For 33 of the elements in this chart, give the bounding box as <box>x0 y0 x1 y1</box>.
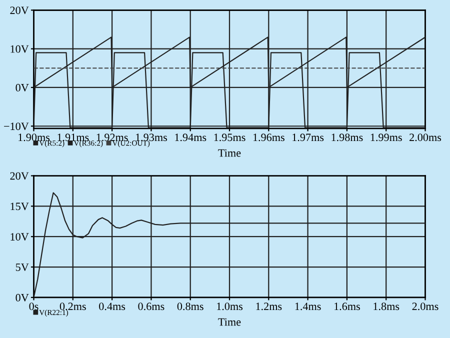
y-tick-label: −10V <box>4 122 29 130</box>
x-tick-label: 0.8ms <box>177 302 204 310</box>
y-tick-label: 15V <box>10 202 29 210</box>
x-tick-label: 1.92ms <box>96 134 128 142</box>
x-tick-label: 0.2ms <box>60 302 86 310</box>
y-tick-label: 5V <box>16 264 29 272</box>
x-tick-label: 0.6ms <box>138 302 164 310</box>
x-tick-label: 1.2ms <box>256 302 282 310</box>
x-tick-label: 1.97ms <box>292 134 324 142</box>
x-axis-title: Time <box>218 318 241 326</box>
x-tick-label: 0.4ms <box>99 302 126 310</box>
x-tick-label: 1.96ms <box>253 134 284 142</box>
x-tick-label: 1.0ms <box>217 302 243 310</box>
y-tick-label: 20V <box>10 172 29 180</box>
x-tick-label: 1.4ms <box>295 302 321 310</box>
x-tick-label: 2.0ms <box>412 302 438 310</box>
y-tick-label: 0V <box>16 294 29 302</box>
x-tick-label: 1.99ms <box>370 134 402 142</box>
y-tick-label: 10V <box>10 45 29 53</box>
x-tick-label: 1.91ms <box>58 134 89 142</box>
y-tick-label: 20V <box>10 6 29 14</box>
x-tick-label: 1.90ms <box>18 134 50 142</box>
x-tick-label: 0s <box>29 302 38 310</box>
y-tick-label: 10V <box>10 233 29 241</box>
y-tick-label: 0V <box>16 84 29 92</box>
x-tick-label: 1.95ms <box>214 134 246 142</box>
x-tick-label: 1.8ms <box>374 302 400 310</box>
x-axis-title: Time <box>218 149 241 157</box>
x-tick-label: 2.00ms <box>410 134 442 142</box>
x-tick-label: 1.6ms <box>334 302 360 310</box>
x-tick-label: 1.93ms <box>136 134 168 142</box>
x-tick-label: 1.94ms <box>175 134 206 142</box>
x-tick-label: 1.98ms <box>332 134 363 142</box>
